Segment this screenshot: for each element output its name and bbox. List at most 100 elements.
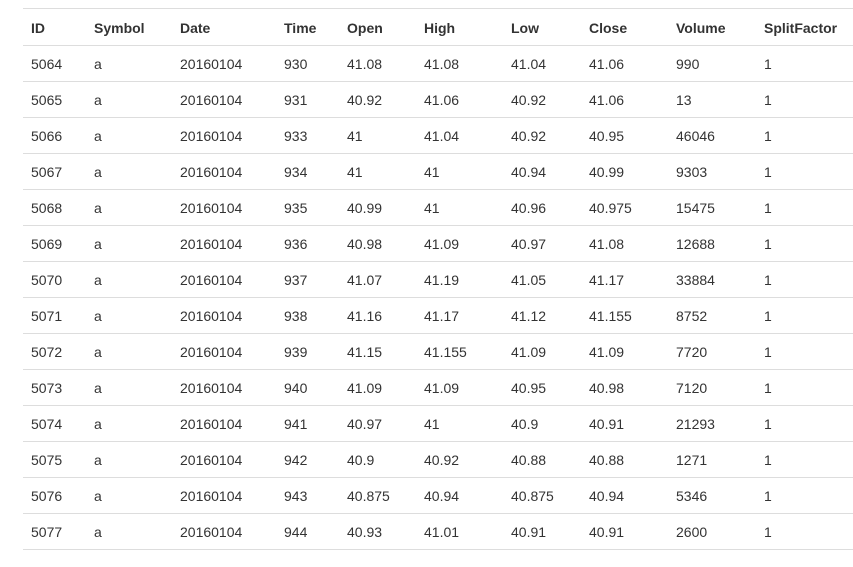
cell-high: 41: [424, 200, 440, 216]
cell-time: 933: [284, 128, 308, 144]
cell-splitfactor: 1: [764, 128, 772, 144]
table-row[interactable]: 5070 a 20160104 937 41.07 41.19 41.05 41.17 3388…: [23, 262, 853, 298]
cell-close: 41.09: [589, 344, 625, 360]
cell-date: 20160104: [180, 272, 243, 288]
cell-date: 20160104: [180, 416, 243, 432]
cell-time: 934: [284, 164, 308, 180]
table-row[interactable]: 5076 a 20160104 943 40.875 40.94 40.875 40.94 53…: [23, 478, 853, 514]
cell-symbol: a: [94, 488, 102, 504]
cell-symbol: a: [94, 236, 102, 252]
cell-time: 943: [284, 488, 308, 504]
column-header-time[interactable]: Time: [276, 8, 339, 46]
cell-symbol: a: [94, 272, 102, 288]
cell-low: 40.95: [511, 380, 547, 396]
cell-splitfactor: 1: [764, 380, 772, 396]
cell-symbol: a: [94, 380, 102, 396]
cell-id: 5071: [31, 308, 63, 324]
cell-high: 41: [424, 416, 440, 432]
cell-open: 40.97: [347, 416, 383, 432]
cell-splitfactor: 1: [764, 272, 772, 288]
table-row[interactable]: 5067 a 20160104 934 41 41 40.94 40.99 9303 1: [23, 154, 853, 190]
cell-time: 937: [284, 272, 308, 288]
cell-time: 939: [284, 344, 308, 360]
cell-time: 938: [284, 308, 308, 324]
cell-id: 5068: [31, 200, 63, 216]
cell-symbol: a: [94, 92, 102, 108]
cell-high: 40.94: [424, 488, 460, 504]
column-header-date[interactable]: Date: [172, 8, 276, 46]
column-header-volume[interactable]: Volume: [668, 8, 756, 46]
column-header-low[interactable]: Low: [503, 8, 581, 46]
cell-low: 40.94: [511, 164, 547, 180]
cell-volume: 5346: [676, 488, 708, 504]
cell-symbol: a: [94, 200, 102, 216]
cell-date: 20160104: [180, 56, 243, 72]
cell-id: 5065: [31, 92, 63, 108]
cell-high: 41.08: [424, 56, 460, 72]
cell-close: 40.91: [589, 524, 625, 540]
cell-id: 5064: [31, 56, 63, 72]
table-row[interactable]: 5065 a 20160104 931 40.92 41.06 40.92 41.06 13 1: [23, 82, 853, 118]
cell-low: 41.04: [511, 56, 547, 72]
column-header-splitfactor[interactable]: SplitFactor: [756, 8, 853, 46]
cell-low: 40.88: [511, 452, 547, 468]
table-body: 5064 a 20160104 930 41.08 41.08 41.04 41.06 990 1…: [23, 46, 853, 550]
column-header-close[interactable]: Close: [581, 8, 668, 46]
cell-time: 930: [284, 56, 308, 72]
cell-date: 20160104: [180, 236, 243, 252]
cell-close: 40.91: [589, 416, 625, 432]
cell-date: 20160104: [180, 92, 243, 108]
cell-low: 41.09: [511, 344, 547, 360]
cell-id: 5076: [31, 488, 63, 504]
cell-high: 41: [424, 164, 440, 180]
table-row[interactable]: 5075 a 20160104 942 40.9 40.92 40.88 40.88 1271 1: [23, 442, 853, 478]
cell-open: 41.07: [347, 272, 383, 288]
cell-close: 41.06: [589, 56, 625, 72]
column-header-open[interactable]: Open: [339, 8, 416, 46]
cell-symbol: a: [94, 56, 102, 72]
cell-volume: 9303: [676, 164, 708, 180]
cell-high: 41.09: [424, 380, 460, 396]
cell-time: 935: [284, 200, 308, 216]
stock-data-table: ID Symbol Date Time Open High Low Close …: [23, 8, 853, 550]
cell-symbol: a: [94, 524, 102, 540]
cell-volume: 21293: [676, 416, 715, 432]
cell-splitfactor: 1: [764, 524, 772, 540]
column-header-symbol[interactable]: Symbol: [86, 8, 172, 46]
table-row[interactable]: 5073 a 20160104 940 41.09 41.09 40.95 40.98 7120…: [23, 370, 853, 406]
table-row[interactable]: 5072 a 20160104 939 41.15 41.155 41.09 41.09 772…: [23, 334, 853, 370]
cell-close: 41.08: [589, 236, 625, 252]
table-row[interactable]: 5077 a 20160104 944 40.93 41.01 40.91 40.91 2600…: [23, 514, 853, 550]
cell-symbol: a: [94, 128, 102, 144]
table-row[interactable]: 5069 a 20160104 936 40.98 41.09 40.97 41.08 1268…: [23, 226, 853, 262]
cell-splitfactor: 1: [764, 92, 772, 108]
cell-open: 40.875: [347, 488, 390, 504]
cell-volume: 46046: [676, 128, 715, 144]
cell-volume: 15475: [676, 200, 715, 216]
cell-close: 40.99: [589, 164, 625, 180]
data-table-container: ID Symbol Date Time Open High Low Close …: [23, 8, 853, 550]
cell-low: 41.12: [511, 308, 547, 324]
column-header-id[interactable]: ID: [23, 8, 86, 46]
cell-low: 40.97: [511, 236, 547, 252]
cell-close: 41.155: [589, 308, 632, 324]
cell-low: 40.92: [511, 92, 547, 108]
cell-volume: 1271: [676, 452, 708, 468]
column-header-high[interactable]: High: [416, 8, 503, 46]
cell-splitfactor: 1: [764, 416, 772, 432]
table-row[interactable]: 5064 a 20160104 930 41.08 41.08 41.04 41.06 990 1: [23, 46, 853, 82]
cell-open: 40.98: [347, 236, 383, 252]
cell-volume: 990: [676, 56, 700, 72]
table-row[interactable]: 5066 a 20160104 933 41 41.04 40.92 40.95 46046 1: [23, 118, 853, 154]
cell-close: 40.94: [589, 488, 625, 504]
cell-splitfactor: 1: [764, 200, 772, 216]
cell-high: 41.04: [424, 128, 460, 144]
cell-close: 40.95: [589, 128, 625, 144]
table-row[interactable]: 5068 a 20160104 935 40.99 41 40.96 40.975 15475 1: [23, 190, 853, 226]
table-row[interactable]: 5074 a 20160104 941 40.97 41 40.9 40.91 21293 1: [23, 406, 853, 442]
table-row[interactable]: 5071 a 20160104 938 41.16 41.17 41.12 41.155 875…: [23, 298, 853, 334]
cell-splitfactor: 1: [764, 164, 772, 180]
cell-open: 41.09: [347, 380, 383, 396]
cell-symbol: a: [94, 344, 102, 360]
cell-splitfactor: 1: [764, 488, 772, 504]
